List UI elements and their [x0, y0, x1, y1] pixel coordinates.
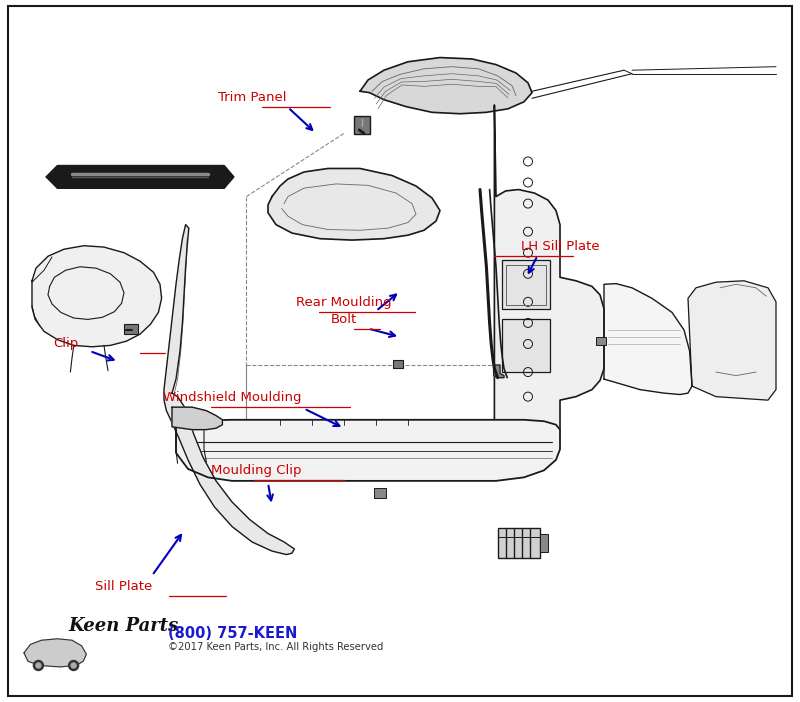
Bar: [502, 319, 550, 372]
Text: Keen Parts: Keen Parts: [68, 617, 178, 635]
Text: Windshield Moulding: Windshield Moulding: [162, 390, 302, 404]
Circle shape: [71, 663, 76, 668]
Circle shape: [34, 661, 43, 670]
Polygon shape: [172, 407, 222, 430]
Polygon shape: [46, 166, 234, 188]
Polygon shape: [32, 246, 162, 347]
Bar: [124, 324, 138, 334]
Text: Moulding Clip: Moulding Clip: [210, 464, 302, 477]
Text: (800) 757-KEEN: (800) 757-KEEN: [168, 625, 298, 641]
FancyBboxPatch shape: [354, 117, 370, 134]
Bar: [502, 260, 550, 309]
Circle shape: [69, 661, 78, 670]
Text: Bolt: Bolt: [331, 313, 357, 326]
Text: LH Sill Plate: LH Sill Plate: [521, 239, 599, 253]
Polygon shape: [164, 225, 294, 555]
Text: Clip: Clip: [53, 336, 78, 350]
Polygon shape: [24, 639, 86, 667]
Circle shape: [36, 663, 41, 668]
Polygon shape: [176, 420, 560, 481]
Bar: [539, 534, 547, 552]
Polygon shape: [360, 58, 532, 114]
Text: Sill Plate: Sill Plate: [95, 580, 153, 593]
Polygon shape: [604, 284, 692, 395]
Bar: [596, 338, 606, 345]
Text: Trim Panel: Trim Panel: [218, 91, 286, 104]
Polygon shape: [688, 281, 776, 400]
Bar: [374, 489, 386, 498]
Bar: [394, 359, 403, 368]
Text: ©2017 Keen Parts, Inc. All Rights Reserved: ©2017 Keen Parts, Inc. All Rights Reserv…: [168, 642, 383, 652]
Text: Keen-Parts: Keen-Parts: [24, 611, 153, 631]
Polygon shape: [494, 365, 504, 378]
Text: Rear Moulding: Rear Moulding: [296, 296, 392, 309]
Polygon shape: [268, 168, 440, 240]
Polygon shape: [494, 105, 604, 449]
Bar: [498, 528, 539, 558]
Bar: [506, 265, 546, 305]
